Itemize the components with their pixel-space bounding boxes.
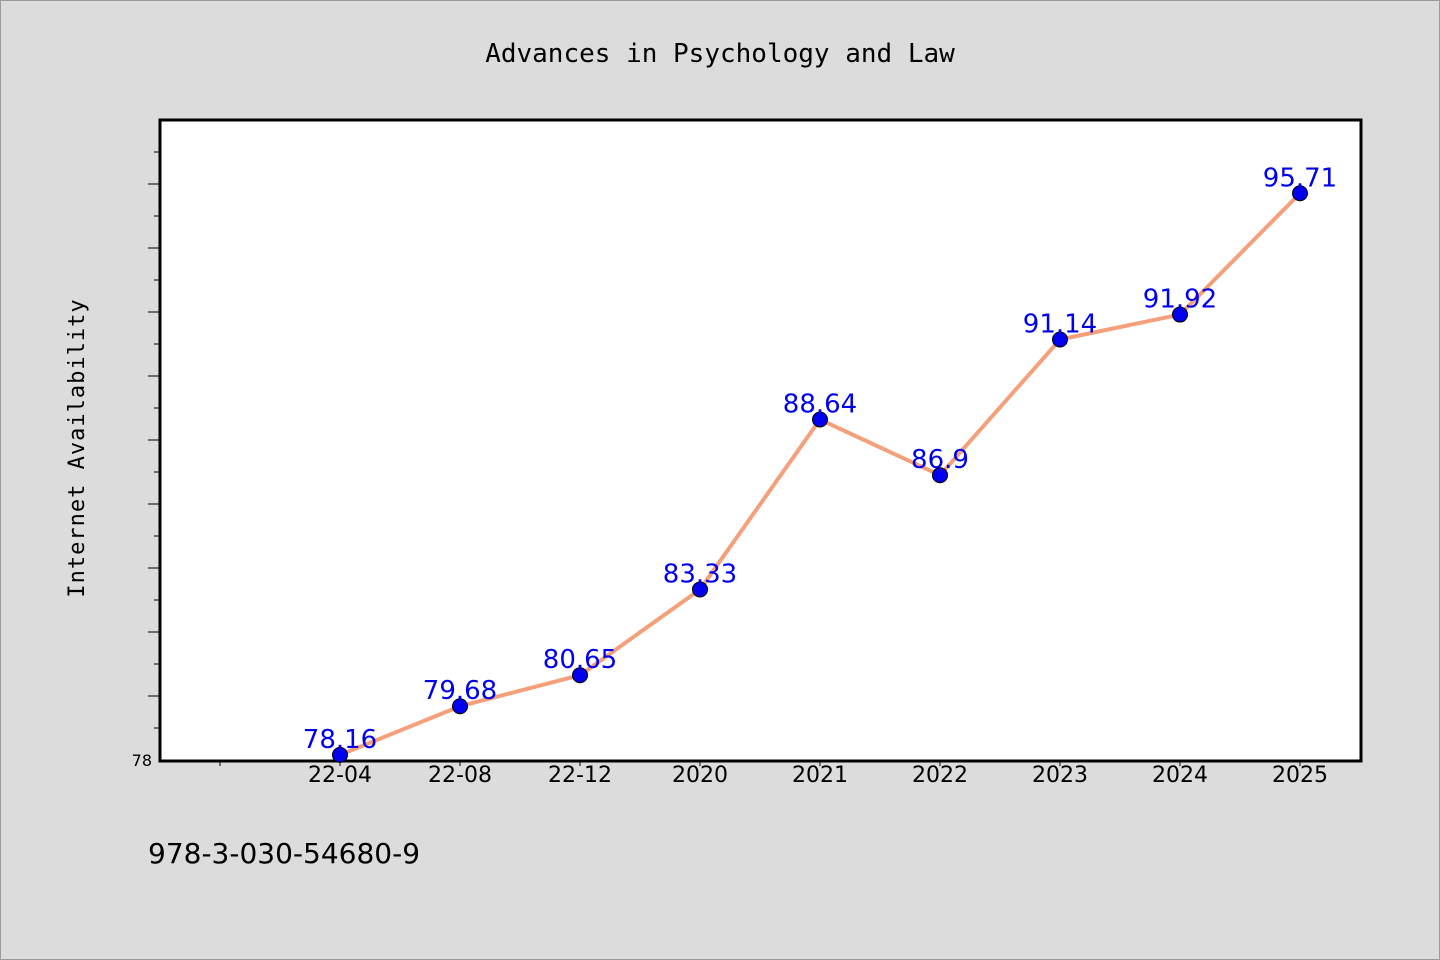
data-label: 91.14 — [1023, 310, 1097, 340]
x-axis-ticks: 22-04 22-08 22-12 2020 2021 2022 2023 2024 2025 — [219, 760, 1328, 788]
x-tick-label: 22-04 — [308, 763, 372, 788]
data-label: 78.16 — [303, 725, 377, 755]
data-label: 80.65 — [543, 645, 617, 675]
plot-area — [158, 118, 1363, 763]
data-point — [572, 667, 588, 684]
data-point — [452, 698, 468, 715]
data-label: 79.68 — [423, 676, 497, 706]
series-group — [332, 185, 1308, 763]
chart-title: Advances in Psychology and Law — [485, 39, 955, 69]
y-axis-label: Internet Availability — [65, 298, 90, 597]
x-tick-label: 2024 — [1152, 763, 1208, 788]
x-tick-label: 2020 — [672, 763, 728, 788]
data-point — [1172, 306, 1188, 323]
y-axis-ticks: 78 — [132, 151, 160, 770]
y-tick-label: 78 — [132, 751, 152, 770]
isbn-text: 978-3-030-54680-9 — [148, 837, 420, 870]
data-point — [1052, 331, 1068, 348]
data-labels-group: 78.16 79.68 80.65 83.33 88.64 86.9 91.14 91.92 9… — [303, 163, 1337, 755]
data-point — [692, 581, 708, 598]
data-label: 88.64 — [783, 390, 857, 420]
x-tick-label: 2025 — [1272, 763, 1328, 788]
x-tick-label: 22-08 — [428, 763, 492, 788]
data-point — [812, 411, 828, 428]
data-label: 86.9 — [911, 445, 969, 475]
data-point — [932, 467, 948, 484]
data-label: 83.33 — [663, 559, 737, 589]
x-tick-label: 2023 — [1032, 763, 1088, 788]
data-point — [1292, 185, 1308, 202]
x-tick-label: 2022 — [912, 763, 968, 788]
x-tick-label: 2021 — [792, 763, 848, 788]
data-point — [332, 746, 348, 763]
data-label: 91.92 — [1143, 285, 1217, 315]
data-label: 95.71 — [1263, 163, 1337, 193]
x-tick-label: 22-12 — [548, 763, 612, 788]
